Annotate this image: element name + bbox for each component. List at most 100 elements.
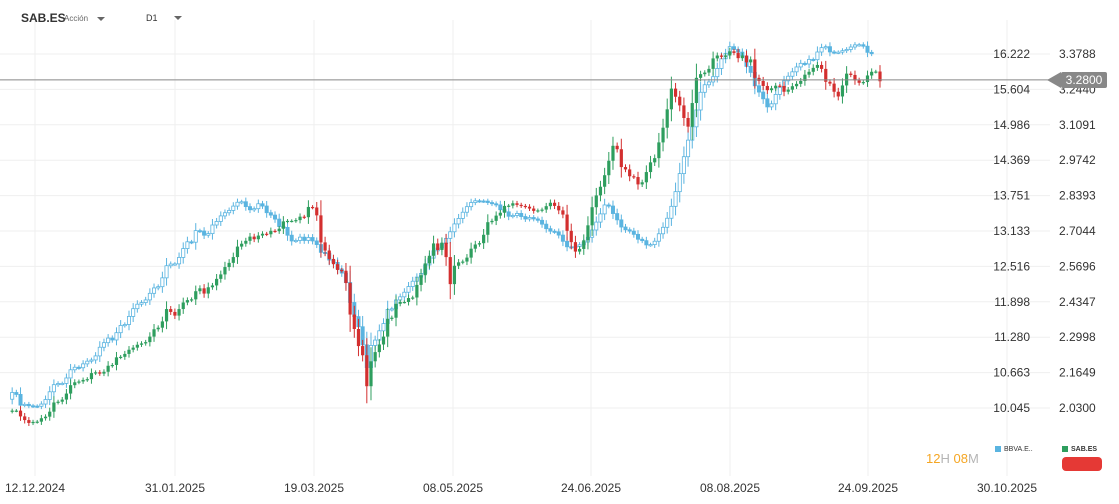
y-left-tick-label: 13.133: [993, 224, 1030, 238]
candle: [64, 377, 69, 384]
candle: [615, 145, 619, 150]
candle: [535, 218, 540, 221]
candle: [656, 233, 661, 242]
candle: [377, 344, 381, 353]
candle: [231, 205, 236, 211]
candle: [552, 202, 557, 206]
candle: [794, 66, 799, 73]
symbol-selector[interactable]: SAB.ES: [21, 11, 66, 25]
candle: [94, 372, 98, 374]
legend-item-bbva[interactable]: BBVA.E..: [995, 446, 1033, 453]
candle: [560, 234, 565, 242]
candle: [682, 105, 686, 118]
candle: [857, 80, 861, 83]
candle: [381, 336, 386, 345]
candle: [361, 346, 365, 356]
candle: [410, 280, 415, 287]
candle: [769, 88, 774, 91]
candle: [790, 86, 794, 90]
candle: [160, 277, 165, 288]
candle: [557, 205, 561, 211]
candle: [114, 332, 119, 341]
legend-item-sab[interactable]: SAB.ES: [1062, 446, 1097, 453]
x-tick-label: 24.06.2025: [561, 481, 621, 495]
candle: [482, 234, 486, 244]
candle: [314, 240, 319, 245]
candle: [773, 94, 778, 105]
candle: [669, 205, 674, 219]
candle: [711, 76, 716, 83]
y-left-tick-label: 11.280: [994, 330, 1030, 344]
candle: [761, 80, 765, 86]
candle: [824, 68, 828, 82]
candle: [406, 298, 411, 302]
candle: [681, 156, 686, 175]
candle: [794, 83, 799, 87]
candle: [177, 257, 182, 265]
candle: [306, 206, 311, 218]
candle: [139, 302, 144, 305]
candle: [14, 392, 19, 395]
candle: [644, 172, 648, 183]
candle: [715, 68, 720, 78]
candle: [852, 44, 857, 48]
candle: [98, 372, 102, 374]
candle: [489, 202, 494, 205]
candle: [786, 75, 791, 82]
candle: [23, 416, 27, 421]
candle: [707, 68, 711, 73]
candle: [548, 202, 552, 207]
candle: [519, 204, 523, 207]
candle: [110, 337, 115, 341]
candle: [10, 410, 14, 412]
candle: [552, 230, 557, 233]
candle: [31, 421, 35, 424]
candle: [269, 230, 273, 235]
candle: [765, 85, 769, 91]
timeframe-dropdown-icon[interactable]: [174, 16, 182, 20]
y-right-tick-label: 2.0300: [1059, 401, 1096, 415]
candle: [498, 204, 503, 211]
legend-swatch-sab-icon: [1062, 446, 1068, 453]
candle: [653, 158, 657, 163]
candle: [164, 309, 169, 322]
candle: [878, 71, 882, 82]
x-tick-label: 12.12.2024: [5, 481, 65, 495]
candle: [556, 231, 561, 236]
candle: [144, 342, 148, 344]
candle: [648, 162, 653, 173]
candle: [598, 186, 603, 196]
bbva-series: [10, 41, 874, 413]
instrument-type: Acción: [64, 14, 89, 23]
candle: [469, 202, 474, 208]
candle: [615, 213, 620, 221]
candle: [293, 240, 298, 243]
candle: [306, 237, 311, 241]
candle: [390, 317, 394, 319]
candle: [206, 287, 210, 294]
y-left-tick-label: 10.045: [993, 401, 1030, 415]
candle: [569, 230, 573, 243]
candle: [857, 44, 862, 47]
candle: [736, 52, 740, 59]
timeframe-selector[interactable]: D1: [146, 13, 158, 23]
candle: [85, 360, 90, 365]
candle: [565, 240, 570, 248]
y-right-tick-label: 3.3788: [1059, 47, 1096, 61]
candle: [836, 91, 840, 97]
candle: [26, 403, 31, 407]
candle: [577, 248, 582, 252]
sab-action-button[interactable]: [1062, 457, 1102, 471]
symbol-dropdown-icon[interactable]: [97, 17, 105, 21]
candle: [227, 262, 231, 268]
candle: [607, 160, 611, 176]
candle: [156, 286, 161, 289]
candle: [719, 55, 724, 57]
candle: [35, 405, 40, 408]
candle: [10, 392, 15, 400]
candle: [214, 221, 219, 226]
candle: [122, 324, 127, 327]
candle: [419, 275, 423, 285]
y-right-tick-label: 2.7044: [1059, 224, 1096, 238]
